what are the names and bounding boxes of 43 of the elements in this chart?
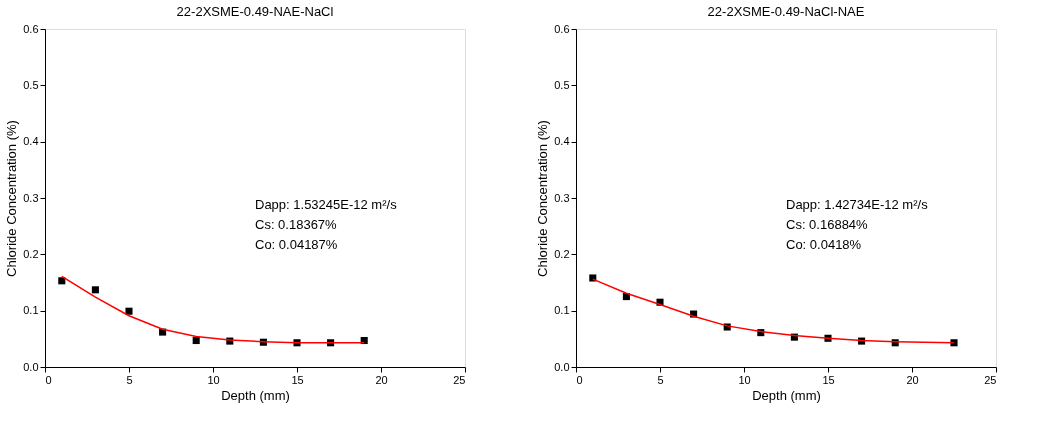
annotation: Co: 0.04187%: [255, 236, 338, 252]
y-tick-label: 0.0: [554, 360, 570, 373]
x-tick-label: 5: [657, 373, 664, 386]
x-tick-label: 20: [906, 373, 919, 386]
x-axis-title: Depth (mm): [221, 387, 290, 403]
x-tick-label: 25: [984, 373, 997, 386]
x-tick-label: 0: [45, 373, 52, 386]
y-tick-label: 0.1: [554, 304, 570, 317]
annotation: Dapp: 1.53245E-12 m²/s: [255, 196, 398, 212]
y-tick-label: 0.4: [23, 135, 39, 148]
y-tick-label: 0.3: [23, 191, 39, 204]
point: [950, 339, 958, 347]
annotation: Cs: 0.18367%: [255, 216, 338, 232]
chart-title: 22-2XSME-0.49-NAE-NaCl: [176, 4, 334, 19]
y-tick-label: 0.2: [554, 247, 570, 260]
point: [192, 336, 200, 345]
x-tick-label: 15: [291, 373, 304, 386]
point: [58, 277, 66, 285]
x-tick-label: 25: [453, 373, 466, 386]
y-tick-label: 0.6: [23, 22, 39, 35]
x-tick-label: 0: [576, 373, 583, 386]
y-tick-label: 0.5: [23, 78, 39, 91]
point: [91, 286, 99, 294]
x-tick-label: 20: [375, 373, 388, 386]
point: [125, 307, 133, 315]
x-tick-label: 5: [126, 373, 133, 386]
chart-title: 22-2XSME-0.49-NaCl-NAE: [707, 4, 865, 19]
y-axis-title: Chloride Concentration (%): [4, 120, 20, 277]
annotation: Co: 0.0418%: [786, 236, 862, 252]
y-tick-label: 0.6: [554, 22, 570, 35]
annotation: Cs: 0.16884%: [786, 216, 869, 232]
y-tick-label: 0.2: [23, 247, 39, 260]
x-axis-title: Depth (mm): [752, 387, 821, 403]
y-tick-label: 0.1: [23, 304, 39, 317]
y-tick-label: 0.0: [23, 360, 39, 373]
y-tick-label: 0.5: [554, 78, 570, 91]
x-tick-label: 15: [822, 373, 835, 386]
x-tick-label: 10: [207, 373, 220, 386]
y-axis-title: Chloride Concentration (%): [535, 120, 551, 277]
y-tick-label: 0.4: [554, 135, 570, 148]
x-tick-label: 10: [738, 373, 751, 386]
y-tick-label: 0.3: [554, 191, 570, 204]
annotation: Dapp: 1.42734E-12 m²/s: [786, 196, 929, 212]
